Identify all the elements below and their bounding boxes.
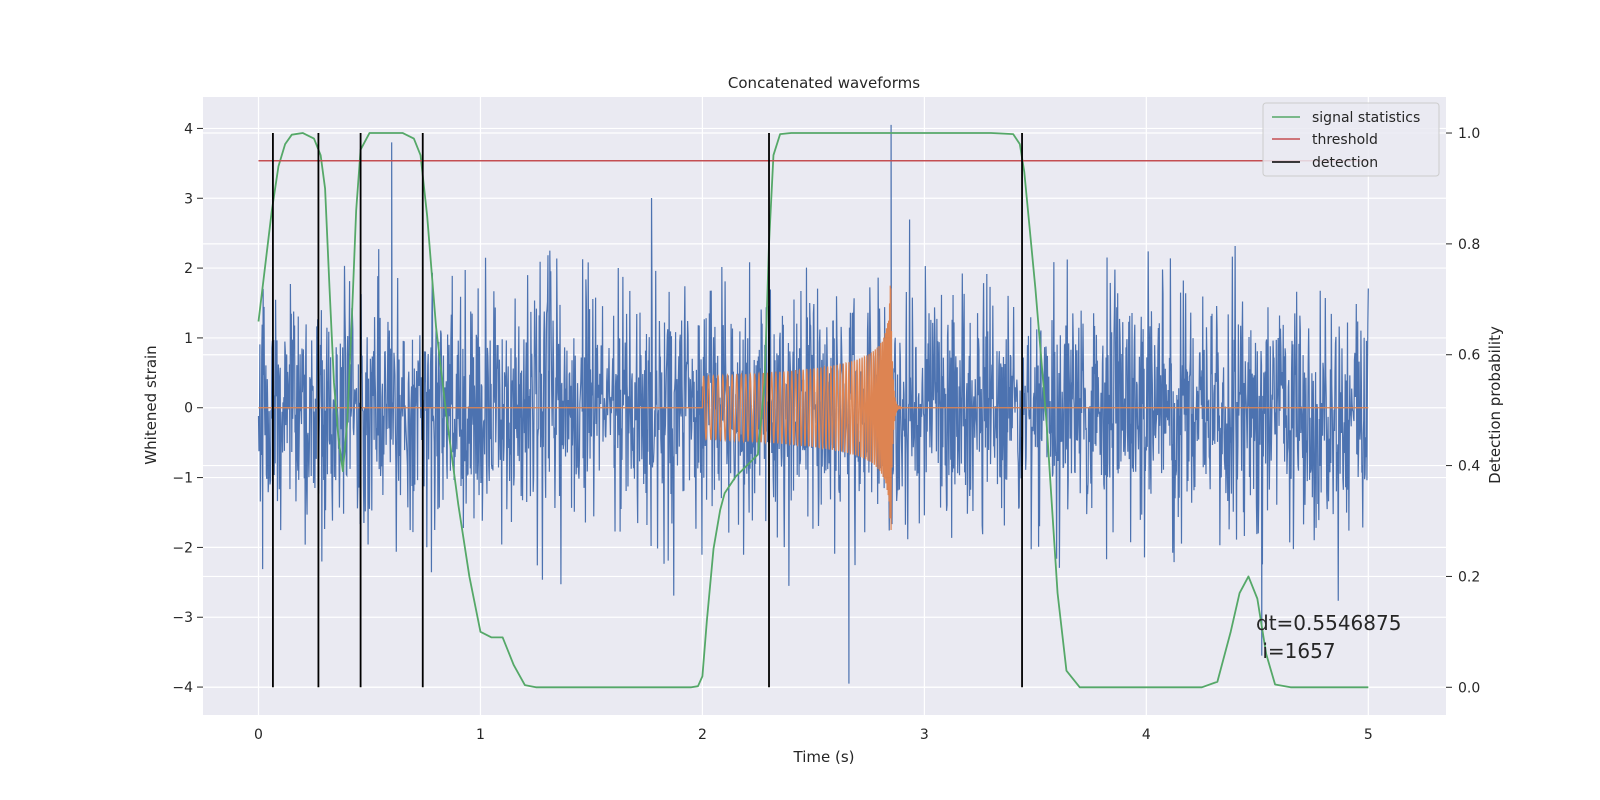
- y-tick-label: −2: [172, 540, 193, 556]
- y-axis-label: Whitened strain: [142, 345, 160, 464]
- y-tick-label: 4: [184, 121, 193, 137]
- y2-tick-label: 0.4: [1458, 459, 1480, 475]
- legend: signal statistics threshold detection: [1262, 102, 1440, 177]
- injected-signal-line: [258, 285, 1369, 530]
- axis-ticks: 0 1 2 3 4 5 −4 −3 −2 −1 0 1 2 3 4 0.0 0.2 0.4 0.6 0.8 1.0: [172, 121, 1480, 743]
- legend-label-threshold: threshold: [1312, 132, 1378, 148]
- y-tick-label: 3: [184, 191, 193, 207]
- x-tick-label: 4: [1142, 727, 1151, 743]
- x-axis-label: Time (s): [793, 748, 855, 766]
- strain-line: [257, 124, 1369, 684]
- y2-tick-label: 0.6: [1458, 348, 1480, 364]
- y-tick-label: 2: [184, 261, 193, 277]
- detection-overlay: [257, 132, 1369, 689]
- y-tick-label: −3: [172, 610, 193, 626]
- injected-signal-series: [258, 285, 1369, 530]
- y2-tick-label: 0.2: [1458, 569, 1480, 585]
- y-tick-label: −4: [172, 680, 193, 696]
- legend-box: [1262, 102, 1440, 177]
- annotation-dt: dt=0.5546875: [1256, 611, 1401, 635]
- y2-tick-label: 0.0: [1458, 680, 1480, 696]
- y-tick-label: −1: [172, 471, 193, 487]
- x-tick-label: 0: [254, 727, 263, 743]
- x-tick-label: 2: [698, 727, 707, 743]
- strain-series: [257, 124, 1369, 684]
- y2-tick-label: 1.0: [1458, 126, 1480, 142]
- legend-label-detection: detection: [1312, 155, 1378, 171]
- legend-label-signal-statistics: signal statistics: [1312, 110, 1420, 126]
- signal-statistics-line: [257, 132, 1369, 689]
- annotation-index: i=1657: [1256, 639, 1336, 663]
- x-tick-label: 5: [1364, 727, 1373, 743]
- chart-title: Concatenated waveforms: [728, 74, 920, 92]
- y-tick-label: 1: [184, 331, 193, 347]
- x-tick-label: 1: [476, 727, 485, 743]
- annotation: dt=0.5546875 i=1657: [1256, 611, 1401, 663]
- y2-axis-label: Detection probability: [1486, 326, 1504, 484]
- y-tick-label: 0: [184, 401, 193, 417]
- y2-tick-label: 0.8: [1458, 237, 1480, 253]
- x-tick-label: 3: [920, 727, 929, 743]
